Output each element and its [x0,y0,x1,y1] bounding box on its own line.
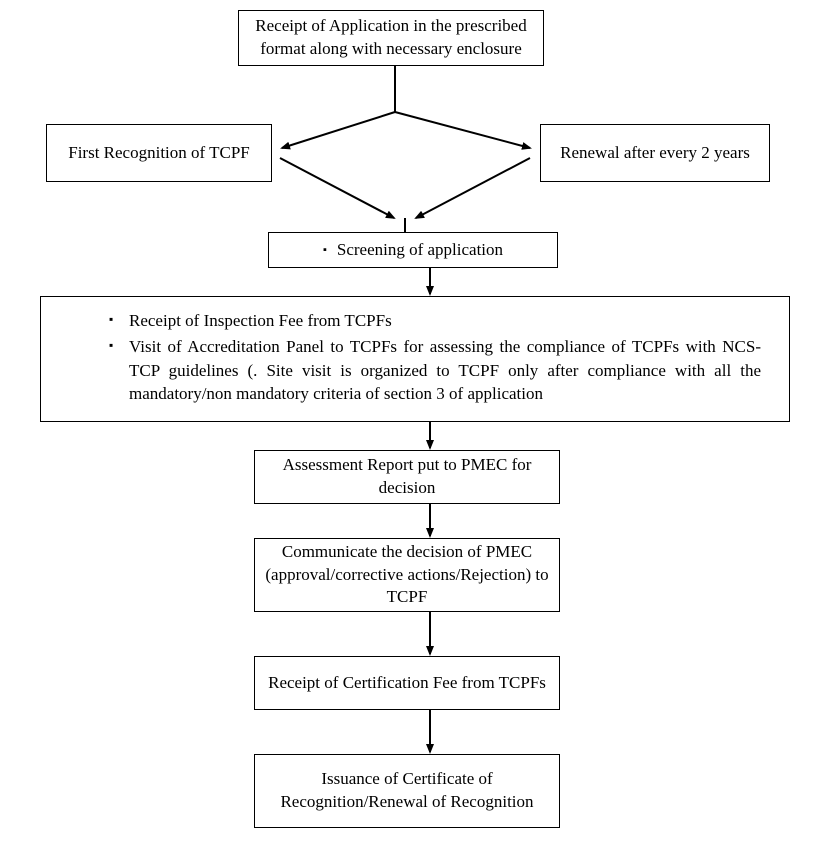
node-communicate: Communicate the decision of PMEC (approv… [254,538,560,612]
inspection-list: Receipt of Inspection Fee from TCPFs Vis… [101,307,761,408]
edge-from-renewal [416,158,530,218]
node-text: Communicate the decision of PMEC (approv… [265,541,549,610]
node-assessment: Assessment Report put to PMEC for decisi… [254,450,560,504]
edge-from-first-recognition [280,158,394,218]
bullet-icon: ▪ [323,243,327,258]
node-first-recognition: First Recognition of TCPF [46,124,272,182]
list-item: Visit of Accreditation Panel to TCPFs fo… [101,335,761,406]
edge-to-first-recognition [282,112,395,148]
node-text: Receipt of Application in the prescribed… [249,15,533,61]
node-screening: ▪ Screening of application [268,232,558,268]
node-text: ▪ Screening of application [323,239,503,262]
node-text: Issuance of Certificate of Recognition/R… [265,768,549,814]
node-text: First Recognition of TCPF [68,142,250,165]
node-text: Renewal after every 2 years [560,142,750,165]
edge-to-renewal [395,112,530,148]
node-issuance: Issuance of Certificate of Recognition/R… [254,754,560,828]
node-receipt-application: Receipt of Application in the prescribed… [238,10,544,66]
node-cert-fee: Receipt of Certification Fee from TCPFs [254,656,560,710]
screening-label: Screening of application [337,239,503,262]
node-text: Assessment Report put to PMEC for decisi… [265,454,549,500]
list-item: Receipt of Inspection Fee from TCPFs [101,309,761,333]
node-renewal: Renewal after every 2 years [540,124,770,182]
node-inspection: Receipt of Inspection Fee from TCPFs Vis… [40,296,790,422]
node-text: Receipt of Certification Fee from TCPFs [268,672,546,695]
